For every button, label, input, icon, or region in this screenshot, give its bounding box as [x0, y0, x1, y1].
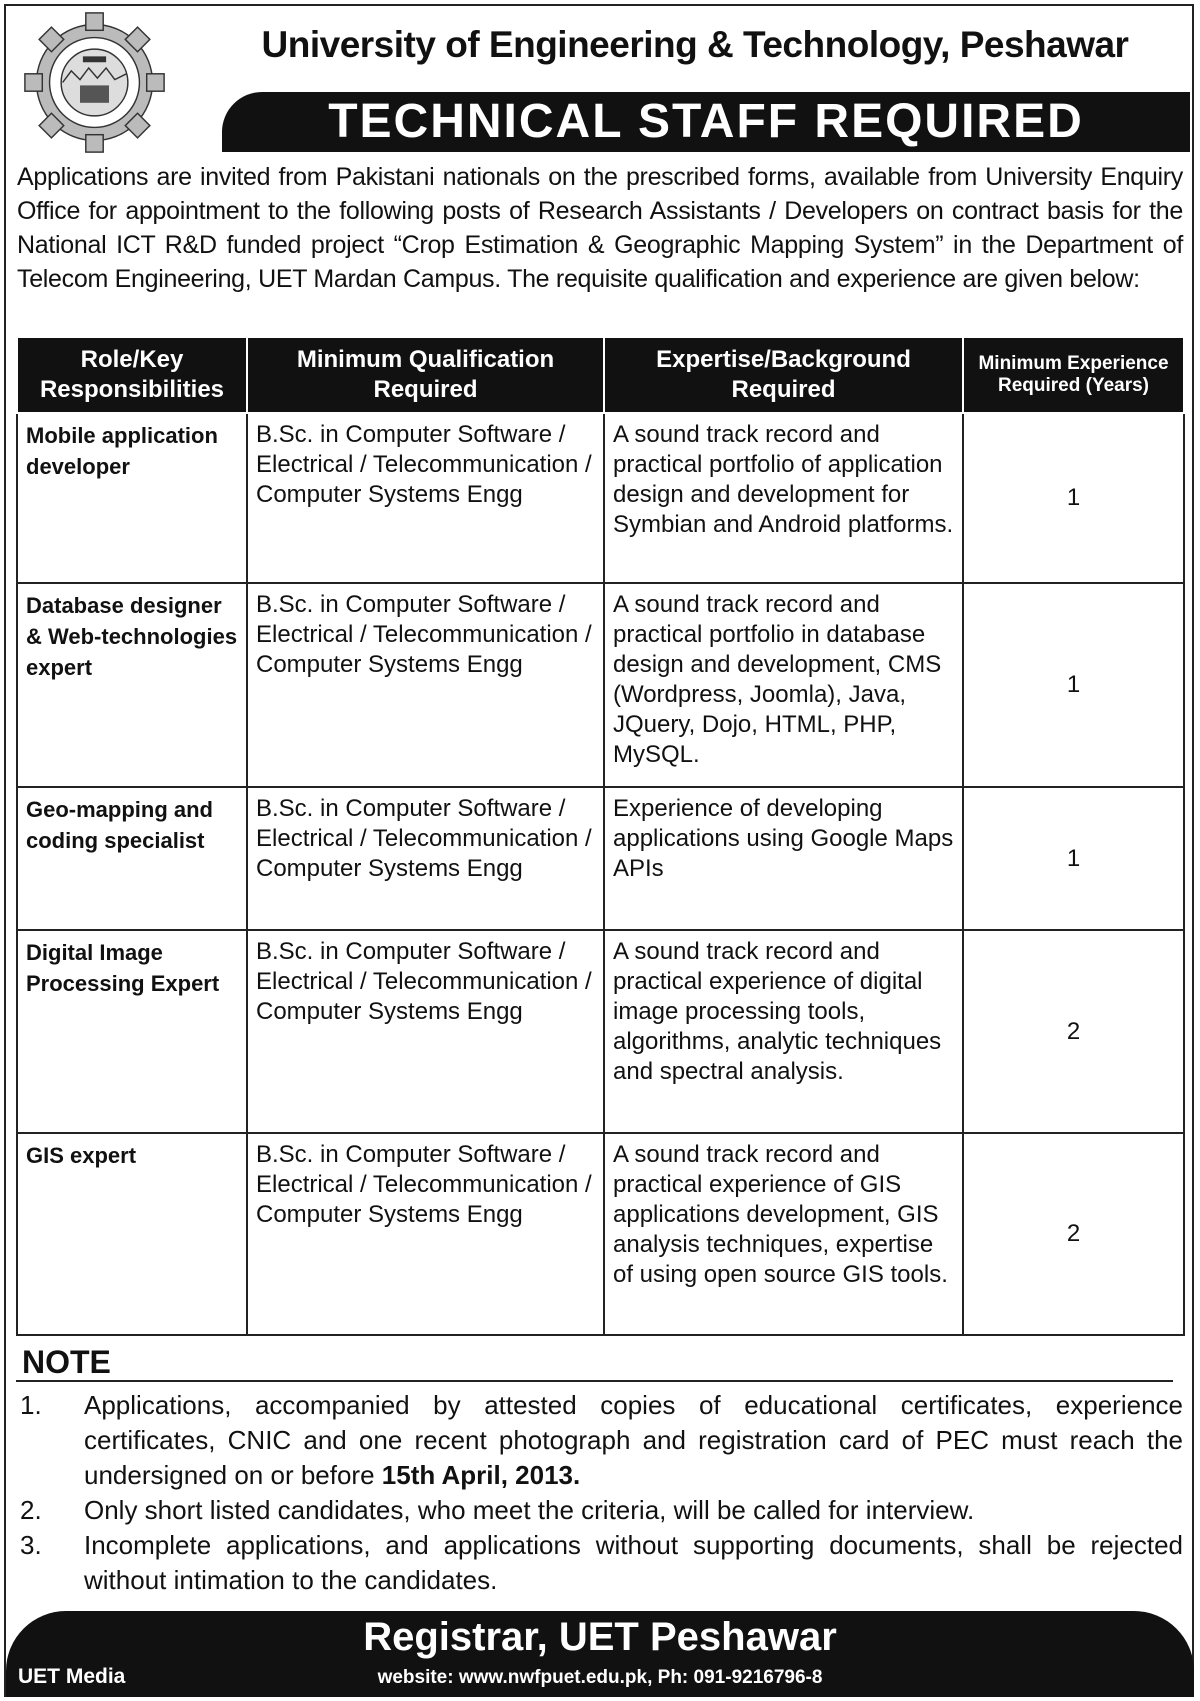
qualification-cell: B.Sc. in Computer Software / Electrical … [246, 412, 605, 584]
positions-table: Role/Key Responsibilities Minimum Qualif… [16, 336, 1185, 1336]
note-item: 3. Incomplete applications, and applicati… [20, 1528, 1183, 1598]
col-header-expertise: Expertise/Background Required [603, 336, 964, 414]
note-item: 2. Only short listed candidates, who meet… [20, 1493, 1183, 1528]
qualification-cell: B.Sc. in Computer Software / Electrical … [246, 582, 605, 788]
col-header-qualification: Minimum Qualification Required [246, 336, 605, 414]
table-row: Digital Image Processing Expert B.Sc. in … [16, 929, 1185, 1134]
contact-info: website: www.nwfpuet.edu.pk, Ph: 091-921… [377, 1667, 823, 1688]
role-line: Geo-mapping and [26, 797, 213, 822]
media-credit: UET Media [18, 1665, 126, 1688]
table-header-row: Role/Key Responsibilities Minimum Qualif… [16, 336, 1185, 414]
experience-cell: 2 [962, 1132, 1185, 1336]
role-cell: Digital Image Processing Expert [16, 929, 248, 1134]
table-row: Database designer & Web-technologies exper… [16, 582, 1185, 788]
role-line: & Web-technologies [26, 624, 238, 649]
expertise-cell: A sound track record and practical portf… [603, 412, 964, 584]
expertise-cell: A sound track record and practical exper… [603, 929, 964, 1134]
role-line: developer [26, 454, 130, 479]
note-text: Applications, accompanied by attested co… [84, 1390, 1183, 1490]
note-list: 1. Applications, accompanied by attested … [20, 1388, 1183, 1598]
footer-bar: Registrar, UET Peshawar website: www.nwf… [6, 1611, 1194, 1697]
role-cell: GIS expert [16, 1132, 248, 1336]
col-header-role: Role/Key Responsibilities [16, 336, 248, 414]
expertise-cell: A sound track record and practical exper… [603, 1132, 964, 1336]
role-line: Mobile application [26, 423, 218, 448]
table-row: GIS expert B.Sc. in Computer Software / … [16, 1132, 1185, 1336]
note-divider [16, 1380, 1173, 1382]
role-line: coding specialist [26, 828, 205, 853]
note-heading: NOTE [22, 1344, 111, 1380]
table-row: Geo-mapping and coding specialist B.Sc. i… [16, 786, 1185, 931]
qualification-cell: B.Sc. in Computer Software / Electrical … [246, 929, 605, 1134]
role-line: expert [26, 655, 93, 680]
note-number: 1. [20, 1390, 42, 1420]
university-logo-icon [24, 12, 165, 153]
note-number: 2. [20, 1495, 42, 1525]
university-title: University of Engineering & Technology, … [261, 24, 1129, 65]
note-text: Only short listed candidates, who meet t… [84, 1495, 975, 1525]
banner-heading: TECHNICAL STAFF REQUIRED [222, 92, 1190, 152]
registrar-name: Registrar, UET Peshawar [363, 1615, 837, 1659]
role-line: Database designer [26, 593, 222, 618]
qualification-cell: B.Sc. in Computer Software / Electrical … [246, 1132, 605, 1336]
note-text: Incomplete applications, and application… [84, 1530, 1183, 1595]
role-cell: Database designer & Web-technologies exper… [16, 582, 248, 788]
role-line: GIS expert [26, 1143, 137, 1168]
role-cell: Geo-mapping and coding specialist [16, 786, 248, 931]
note-item: 1. Applications, accompanied by attested … [20, 1388, 1183, 1493]
expertise-cell: A sound track record and practical portf… [603, 582, 964, 788]
qualification-cell: B.Sc. in Computer Software / Electrical … [246, 786, 605, 931]
note-number: 3. [20, 1530, 42, 1560]
experience-cell: 1 [962, 582, 1185, 788]
role-line: Processing Expert [26, 971, 220, 996]
col-header-experience: Minimum Experience Required (Years) [962, 336, 1185, 414]
role-line: Digital Image [26, 940, 163, 965]
experience-cell: 2 [962, 929, 1185, 1134]
expertise-cell: Experience of developing applications us… [603, 786, 964, 931]
role-cell: Mobile application developer [16, 412, 248, 584]
intro-paragraph: Applications are invited from Pakistani … [17, 163, 1183, 293]
experience-cell: 1 [962, 786, 1185, 931]
note-deadline: 15th April, 2013. [381, 1460, 581, 1490]
table-row: Mobile application developer B.Sc. in Com… [16, 412, 1185, 584]
experience-cell: 1 [962, 412, 1185, 584]
